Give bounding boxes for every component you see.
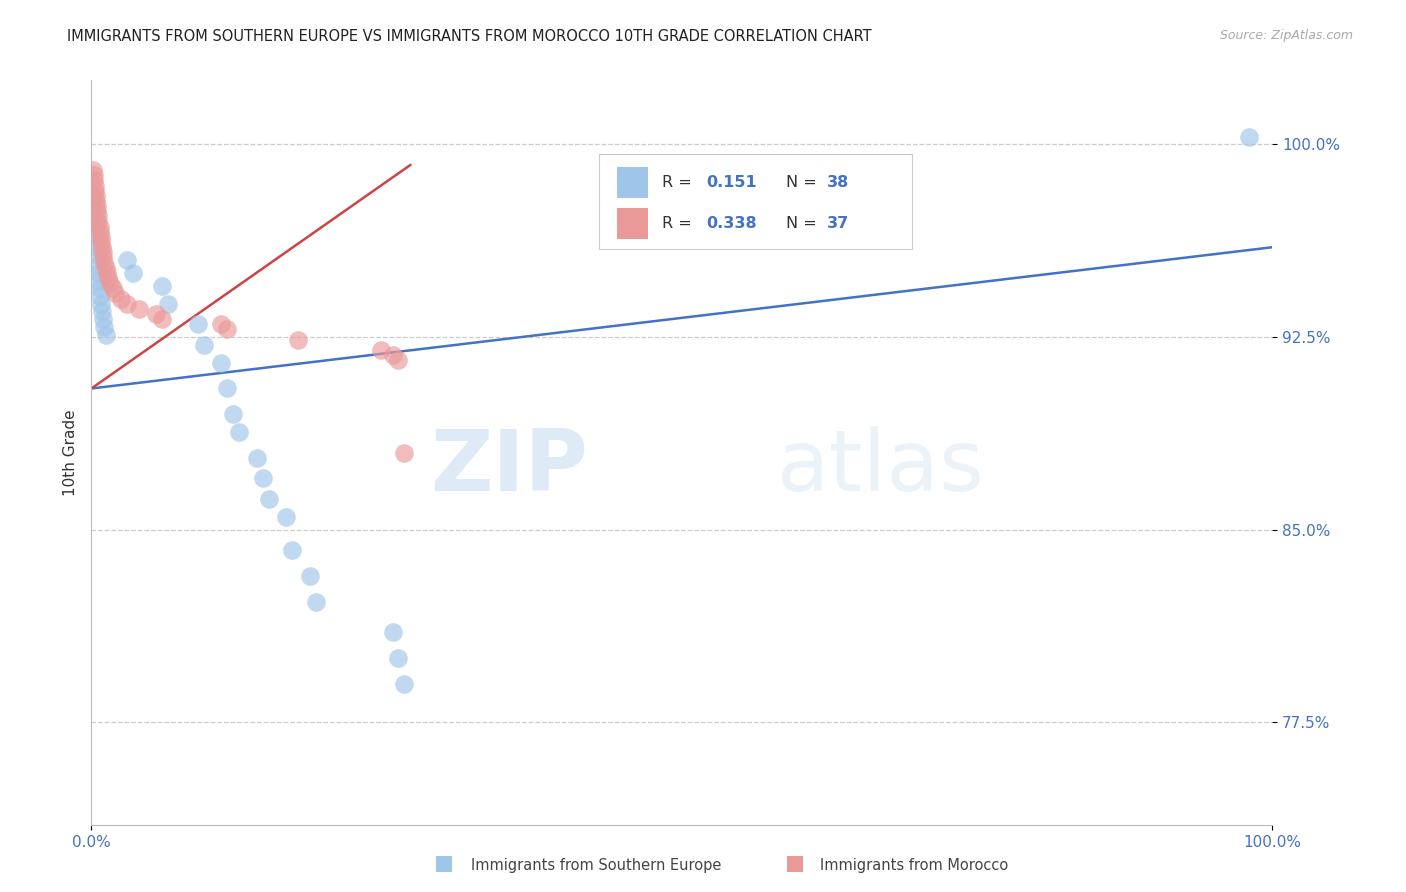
- Point: [93, 255, 115, 269]
- FancyBboxPatch shape: [599, 154, 912, 250]
- Text: Source: ZipAtlas.com: Source: ZipAtlas.com: [1219, 29, 1353, 42]
- Point: [93, 319, 115, 334]
- Point: [298, 569, 321, 583]
- Point: [257, 491, 280, 506]
- Text: N =: N =: [786, 175, 821, 190]
- Point: [89, 219, 111, 234]
- Point: [101, 281, 124, 295]
- Point: [91, 304, 114, 318]
- Text: 38: 38: [827, 175, 849, 190]
- Point: [104, 286, 127, 301]
- Point: [83, 202, 105, 216]
- Point: [86, 204, 108, 219]
- Bar: [617, 208, 648, 239]
- Point: [87, 210, 110, 224]
- Point: [110, 292, 132, 306]
- Point: [187, 318, 209, 332]
- Point: [90, 297, 112, 311]
- Point: [96, 266, 118, 280]
- Point: [394, 446, 416, 460]
- Point: [121, 266, 143, 280]
- Point: [84, 189, 107, 203]
- Point: [84, 184, 107, 198]
- Point: [115, 253, 138, 268]
- Point: [82, 189, 104, 203]
- Point: [217, 382, 239, 396]
- Point: [370, 343, 392, 357]
- Point: [86, 199, 108, 213]
- Point: [86, 248, 108, 262]
- Point: [276, 509, 298, 524]
- Point: [97, 271, 120, 285]
- Point: [87, 214, 110, 228]
- Point: [128, 301, 150, 316]
- Point: [1237, 129, 1260, 144]
- Y-axis label: 10th Grade: 10th Grade: [62, 409, 77, 496]
- Point: [217, 322, 239, 336]
- Point: [84, 222, 107, 236]
- Point: [222, 407, 245, 421]
- Point: [228, 425, 250, 439]
- Text: Immigrants from Southern Europe: Immigrants from Southern Europe: [471, 858, 721, 872]
- Point: [84, 240, 107, 254]
- Point: [381, 348, 404, 362]
- Point: [209, 356, 232, 370]
- Point: [90, 235, 112, 249]
- Text: 0.338: 0.338: [707, 216, 758, 231]
- Point: [84, 194, 107, 208]
- Point: [84, 178, 107, 193]
- Point: [91, 251, 114, 265]
- Point: [287, 333, 309, 347]
- Point: [84, 230, 107, 244]
- Point: [89, 225, 111, 239]
- Point: [89, 289, 111, 303]
- Text: IMMIGRANTS FROM SOUTHERN EUROPE VS IMMIGRANTS FROM MOROCCO 10TH GRADE CORRELATIO: IMMIGRANTS FROM SOUTHERN EUROPE VS IMMIG…: [67, 29, 872, 44]
- Point: [83, 169, 105, 183]
- Point: [89, 281, 111, 295]
- Point: [94, 260, 117, 275]
- Point: [305, 594, 328, 608]
- Point: [83, 173, 105, 187]
- Point: [252, 471, 274, 485]
- Text: N =: N =: [786, 216, 821, 231]
- Point: [145, 307, 167, 321]
- Text: R =: R =: [662, 175, 697, 190]
- Text: ZIP: ZIP: [430, 426, 588, 509]
- Point: [209, 318, 232, 332]
- Point: [84, 214, 107, 228]
- Bar: [617, 167, 648, 198]
- Point: [387, 651, 409, 665]
- Point: [87, 266, 110, 280]
- Text: Immigrants from Morocco: Immigrants from Morocco: [820, 858, 1008, 872]
- Point: [157, 297, 180, 311]
- Point: [94, 327, 117, 342]
- Text: 0.151: 0.151: [707, 175, 758, 190]
- Text: R =: R =: [662, 216, 697, 231]
- Point: [82, 163, 104, 178]
- Point: [98, 276, 121, 290]
- Point: [394, 677, 416, 691]
- Point: [150, 278, 173, 293]
- Text: 37: 37: [827, 216, 849, 231]
- Point: [91, 312, 114, 326]
- Point: [91, 245, 114, 260]
- Point: [193, 338, 215, 352]
- Point: [115, 297, 138, 311]
- Point: [381, 625, 404, 640]
- Text: atlas: atlas: [776, 426, 984, 509]
- Point: [246, 450, 269, 465]
- Point: [281, 543, 304, 558]
- Point: [87, 274, 110, 288]
- Point: [150, 312, 173, 326]
- Point: [86, 258, 108, 272]
- Point: [387, 353, 409, 368]
- Point: [90, 230, 112, 244]
- Point: [91, 240, 114, 254]
